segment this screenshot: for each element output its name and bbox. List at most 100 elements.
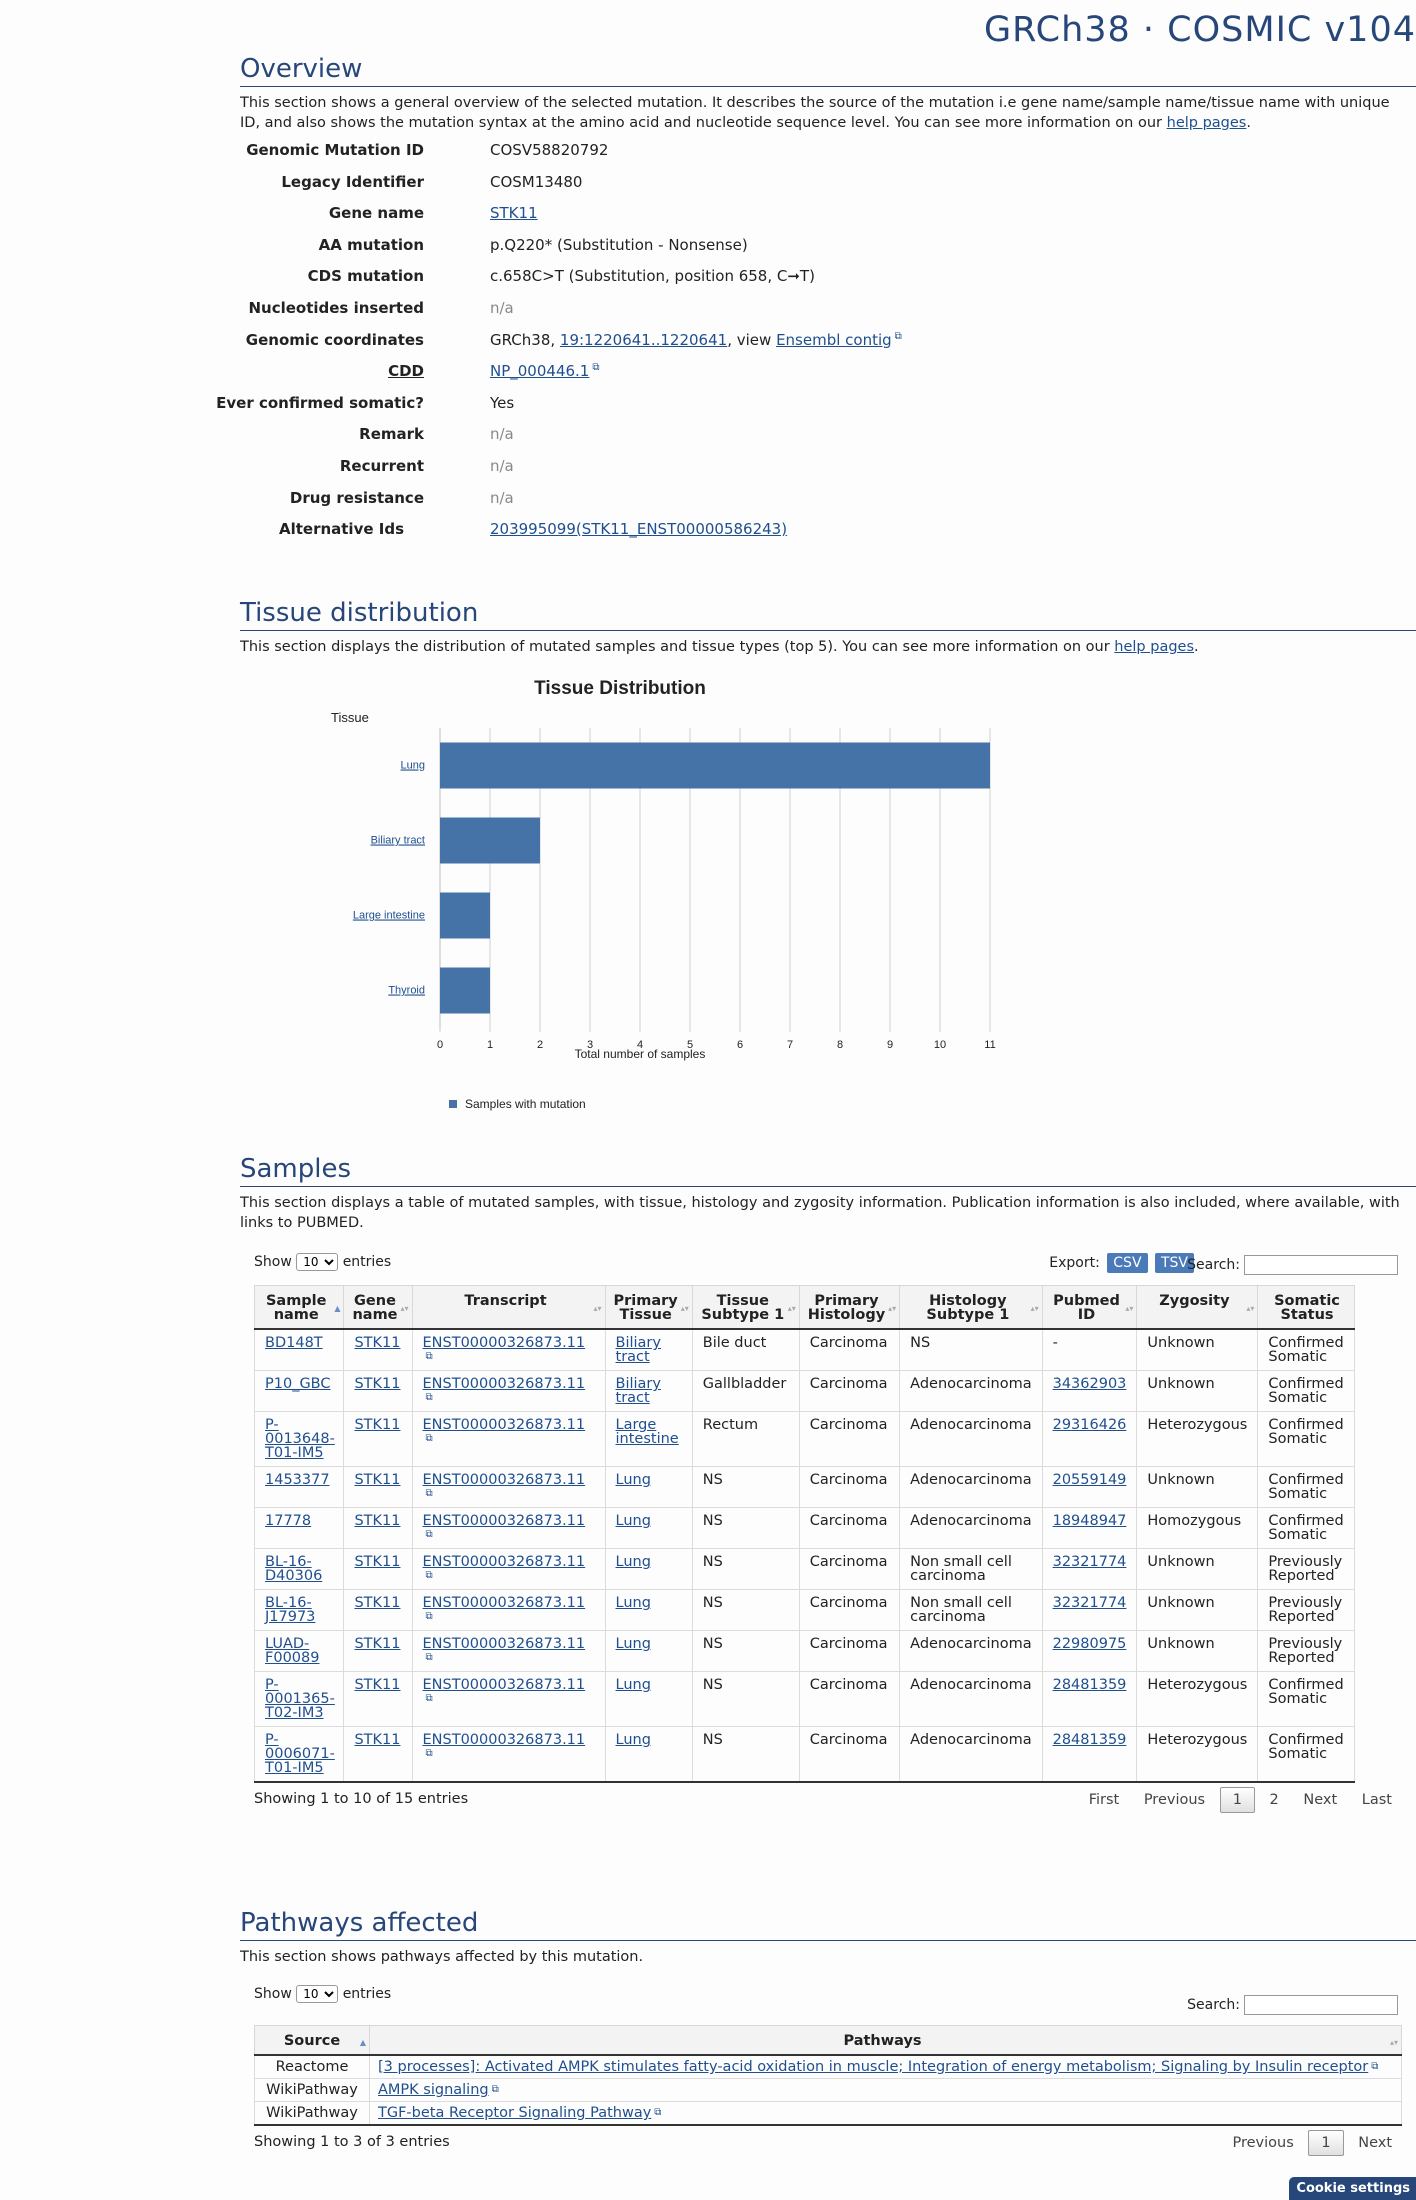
- sample-name-link[interactable]: 17778: [265, 1513, 312, 1529]
- first-page-button[interactable]: First: [1088, 1792, 1120, 1808]
- pathway-link[interactable]: AMPK signaling: [378, 2082, 489, 2098]
- sample-name-link[interactable]: P-0013648-T01-IM5: [265, 1417, 335, 1461]
- transcript-link[interactable]: ENST00000326873.11: [422, 1417, 586, 1433]
- source-cell: WikiPathway: [254, 2078, 370, 2102]
- gene-link[interactable]: STK11: [354, 1376, 401, 1392]
- sample-name-link[interactable]: BL-16-J17973: [265, 1595, 316, 1625]
- ensembl-contig-link[interactable]: Ensembl contig: [776, 330, 892, 349]
- category-label-link[interactable]: Large intestine: [353, 910, 425, 922]
- page-length-select[interactable]: 10: [296, 1253, 339, 1271]
- coordinates-link[interactable]: 19:1220641..1220641: [559, 330, 728, 349]
- gene-link[interactable]: STK11: [490, 204, 538, 223]
- pubmed-link[interactable]: 29316426: [1052, 1417, 1127, 1433]
- tissue-link[interactable]: Lung: [615, 1732, 651, 1748]
- bar[interactable]: [440, 967, 490, 1014]
- samples-description: This section displays a table of mutated…: [240, 1195, 1400, 1231]
- gene-link[interactable]: STK11: [354, 1554, 401, 1570]
- pathway-link[interactable]: TGF-beta Receptor Signaling Pathway: [378, 2105, 652, 2121]
- transcript-link[interactable]: ENST00000326873.11: [422, 1732, 586, 1748]
- category-label-link[interactable]: Lung: [401, 760, 425, 772]
- transcript-link[interactable]: ENST00000326873.11: [422, 1472, 586, 1488]
- transcript-link[interactable]: ENST00000326873.11: [422, 1554, 586, 1570]
- transcript-link[interactable]: ENST00000326873.11: [422, 1595, 586, 1611]
- gene-link[interactable]: STK11: [354, 1472, 401, 1488]
- cookie-settings-button[interactable]: Cookie settings: [1289, 2177, 1416, 2200]
- next-page-button[interactable]: Next: [1303, 1792, 1338, 1808]
- last-page-button[interactable]: Last: [1361, 1792, 1392, 1808]
- sample-name-link[interactable]: 1453377: [265, 1472, 330, 1488]
- sample-name-link[interactable]: BL-16-D40306: [265, 1554, 323, 1584]
- col-zygosity[interactable]: Zygosity ▴▾: [1136, 1285, 1259, 1330]
- page-2-button[interactable]: 2: [1269, 1792, 1279, 1808]
- col-sample-name[interactable]: Sample name ▲: [253, 1285, 345, 1330]
- zygosity-cell: Heterozygous: [1147, 1732, 1248, 1748]
- tissue-link[interactable]: Lung: [615, 1595, 651, 1611]
- bar[interactable]: [440, 817, 540, 864]
- pathways-search-input[interactable]: [1244, 1995, 1398, 2015]
- transcript-link[interactable]: ENST00000326873.11: [422, 1636, 586, 1652]
- pathways-page-length-select[interactable]: 10: [296, 1985, 339, 2003]
- col-histology-subtype[interactable]: Histology Subtype 1 ▴▾: [899, 1285, 1043, 1330]
- tissue-link[interactable]: Lung: [615, 1554, 651, 1570]
- page-1-button[interactable]: 1: [1219, 1787, 1255, 1813]
- bar[interactable]: [440, 892, 490, 939]
- col-primary-tissue[interactable]: Primary Tissue ▴▾: [604, 1285, 693, 1330]
- next-page-button[interactable]: Next: [1358, 2135, 1392, 2151]
- transcript-link[interactable]: ENST00000326873.11: [422, 1513, 586, 1529]
- transcript-link[interactable]: ENST00000326873.11: [422, 1376, 586, 1392]
- tsv-export-button[interactable]: TSV: [1154, 1253, 1194, 1273]
- transcript-link[interactable]: ENST00000326873.11: [422, 1677, 586, 1693]
- sample-name-link[interactable]: P-0006071-T01-IM5: [265, 1732, 335, 1776]
- help-pages-link[interactable]: help pages: [1114, 639, 1195, 655]
- cdd-link[interactable]: NP_000446.1: [490, 362, 590, 381]
- gene-link[interactable]: STK11: [354, 1732, 401, 1748]
- col-pubmed-id[interactable]: Pubmed ID ▴▾: [1041, 1285, 1138, 1330]
- pubmed-link[interactable]: 20559149: [1052, 1472, 1127, 1488]
- pathway-link[interactable]: [3 processes]: Activated AMPK stimulates…: [378, 2059, 1369, 2075]
- previous-page-button[interactable]: Previous: [1232, 2135, 1294, 2151]
- pubmed-link[interactable]: 18948947: [1052, 1513, 1127, 1529]
- pubmed-link[interactable]: 28481359: [1052, 1732, 1127, 1748]
- status-cell: Previously Reported: [1257, 1548, 1355, 1590]
- gene-link[interactable]: STK11: [354, 1677, 401, 1693]
- pubmed-cell: 28481359: [1041, 1671, 1138, 1727]
- bar[interactable]: [440, 742, 990, 789]
- tissue-link[interactable]: Large intestine: [615, 1417, 679, 1447]
- pubmed-link[interactable]: 34362903: [1052, 1376, 1127, 1392]
- tissue-link[interactable]: Lung: [615, 1677, 651, 1693]
- col-gene-name[interactable]: Gene name ▴▾: [343, 1285, 413, 1330]
- pubmed-link[interactable]: 32321774: [1052, 1595, 1127, 1611]
- gene-link[interactable]: STK11: [354, 1335, 401, 1351]
- previous-page-button[interactable]: Previous: [1143, 1792, 1206, 1808]
- category-label-link[interactable]: Biliary tract: [371, 835, 425, 847]
- tissue-link[interactable]: Biliary tract: [615, 1376, 661, 1406]
- category-label-link[interactable]: Thyroid: [388, 985, 425, 997]
- samples-search-input[interactable]: [1244, 1255, 1398, 1275]
- gene-link[interactable]: STK11: [354, 1636, 401, 1652]
- col-transcript[interactable]: Transcript ▴▾: [411, 1285, 606, 1330]
- gene-link[interactable]: STK11: [354, 1513, 401, 1529]
- tissue-link[interactable]: Lung: [615, 1472, 651, 1488]
- help-pages-link[interactable]: help pages: [1166, 115, 1247, 131]
- sample-name-link[interactable]: LUAD-F00089: [265, 1636, 320, 1666]
- transcript-link[interactable]: ENST00000326873.11: [422, 1335, 586, 1351]
- pubmed-link[interactable]: 28481359: [1052, 1677, 1127, 1693]
- col-primary-histology[interactable]: Primary Histology ▴▾: [798, 1285, 901, 1330]
- col-tissue-subtype[interactable]: Tissue Subtype 1 ▴▾: [691, 1285, 800, 1330]
- tissue-link[interactable]: Lung: [615, 1636, 651, 1652]
- alternative-id-link[interactable]: 203995099(STK11_ENST00000586243): [490, 520, 788, 539]
- gene-link[interactable]: STK11: [354, 1595, 401, 1611]
- sample-name-link[interactable]: P10_GBC: [265, 1376, 331, 1392]
- col-source[interactable]: Source ▲: [254, 2025, 370, 2056]
- sample-name-link[interactable]: BD148T: [265, 1335, 323, 1351]
- gene-link[interactable]: STK11: [354, 1417, 401, 1433]
- sample-name-link[interactable]: P-0001365-T02-IM3: [265, 1677, 335, 1721]
- tissue-link[interactable]: Biliary tract: [615, 1335, 661, 1365]
- csv-export-button[interactable]: CSV: [1107, 1253, 1148, 1273]
- pubmed-link[interactable]: 22980975: [1052, 1636, 1127, 1652]
- col-somatic-status[interactable]: Somatic Status: [1257, 1285, 1355, 1330]
- page-1-button[interactable]: 1: [1308, 2130, 1344, 2156]
- pubmed-link[interactable]: 32321774: [1052, 1554, 1127, 1570]
- col-pathways[interactable]: Pathways ▴▾: [369, 2025, 1402, 2056]
- tissue-link[interactable]: Lung: [615, 1513, 651, 1529]
